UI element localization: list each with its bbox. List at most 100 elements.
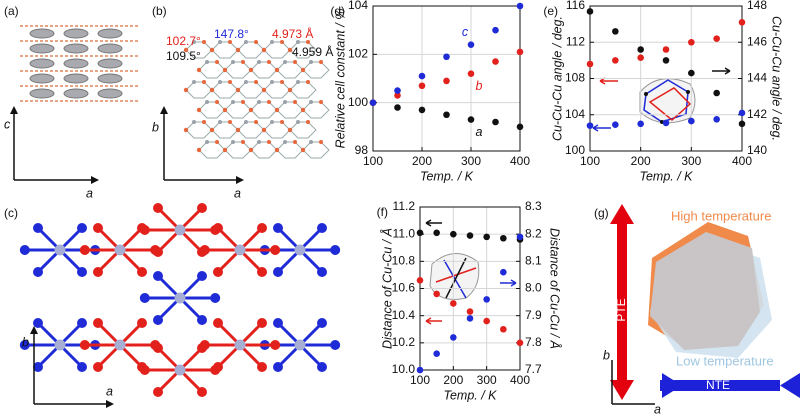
atom [317,318,327,328]
atom [231,60,235,64]
x-axis-label: Temp. / K [639,169,693,183]
y-tick-label: 11.2 [393,199,416,213]
bond [224,101,252,119]
data-point [516,2,524,10]
atom [202,120,206,124]
atom [209,127,215,133]
y-tick-label: 100 [348,95,368,109]
data-point [492,118,499,126]
pte-label: PTE [614,298,628,321]
data-point [500,325,507,333]
axis-indicator [712,67,731,75]
x-tick-label: 100 [410,373,430,387]
atom [261,47,267,53]
axis-name: a [106,384,113,398]
atom [77,267,87,277]
y-axis-label: Cu-Cu-Cu angle / deg. [550,16,564,141]
axis-indicator [500,279,517,287]
data-point [433,229,440,237]
bond [237,81,265,99]
atom [300,107,306,113]
atom [287,47,293,53]
metal-atom [174,292,186,304]
atom [274,147,280,153]
axis-name: c [4,117,11,131]
atom [257,60,261,64]
x-tick-label: 200 [412,154,432,168]
atom [293,100,297,104]
axis-indicator [592,124,611,132]
data-point [688,38,695,46]
atom [319,140,323,144]
data-point [394,92,401,99]
atom [197,387,207,397]
bond [263,121,291,139]
atom [296,120,300,124]
atom [153,271,163,281]
molecule [97,88,123,99]
y-tick-label: 10.4 [392,308,416,322]
panel-label: (g) [594,206,609,220]
x-tick-label: 200 [443,373,463,387]
y-tick-label: 108 [565,71,585,85]
atom [139,293,150,303]
series-label: b [476,79,483,93]
data-point [713,115,720,123]
data-point [516,339,524,347]
bond [211,41,239,59]
atom [293,140,297,144]
y2-tick-label: 7.8 [525,335,542,349]
x-tick-label: 400 [510,373,530,387]
data-point [433,290,440,298]
metal-atom [54,244,66,256]
data-point [418,82,426,90]
atom [273,362,283,372]
molecule [63,58,89,69]
molecule [97,43,123,54]
molecule [97,58,123,69]
x-tick-label: 100 [363,154,383,168]
atom [218,80,222,84]
atom [270,80,274,84]
data-point [466,315,474,322]
data-point [394,104,401,111]
y-tick-label: 116 [566,0,585,12]
atom [270,340,281,350]
atom [267,60,271,64]
atom [306,80,310,84]
panel-label: (c) [4,206,18,220]
atom [319,60,323,64]
atom [257,318,267,328]
atom [139,225,150,235]
y2-axis-label: Cu-Cu-Cu angle / deg. [770,16,784,141]
y-tick-label: 104 [348,0,368,12]
arrow-head [160,106,244,184]
atom [33,362,43,372]
atom [205,60,209,64]
legend-text: Low temperature [676,353,774,368]
x-tick-label: 400 [510,154,530,168]
angle-label: 109.5° [166,49,201,63]
molecule [63,28,89,39]
atom [257,223,267,233]
atom [257,140,261,144]
atom [228,40,232,44]
molecule [29,88,55,99]
atom [202,40,206,44]
atom [222,147,228,153]
plot-frame [419,206,521,371]
data-point [612,57,619,64]
plot-frame [589,5,743,152]
atom [139,365,150,375]
y2-tick-label: 8.0 [525,281,542,295]
data-point [738,120,746,128]
data-point [637,46,644,53]
atom [183,47,189,53]
atom [274,67,280,73]
atom [244,120,248,124]
molecule [29,43,55,54]
data-point [662,46,670,53]
atom [93,318,103,328]
panel-label: (e) [543,4,558,18]
atom [213,318,223,328]
